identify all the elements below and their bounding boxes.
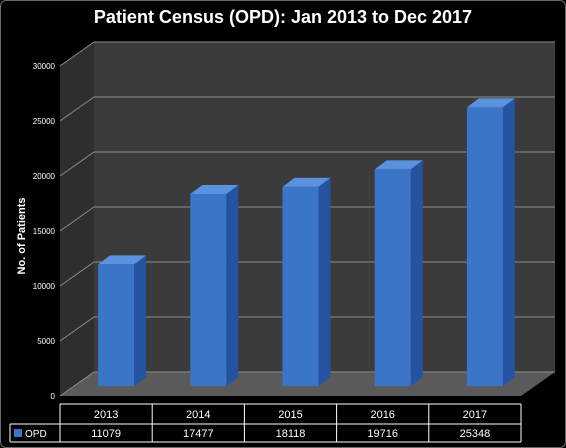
data-label: 17477 [183,428,214,440]
gridline [59,96,555,122]
y-axis-ticks: 0 5000 10000 15000 20000 25000 30000 [33,62,56,401]
y-tick-label: 15000 [33,227,56,236]
data-table: 2013 2014 2015 2016 2017 OPD 11079 17477 18118 19… [9,403,522,443]
bar-side [226,184,239,387]
y-tick-label: 30000 [33,62,56,71]
y-tick-label: 0 [51,392,56,401]
bar-side [134,255,147,387]
legend-swatch [14,429,22,437]
x-tick-label: 2014 [186,409,210,421]
y-tick-label: 5000 [37,337,55,346]
bar-top [282,177,331,187]
bar-2014 [190,184,239,387]
x-tick-label: 2017 [463,409,487,421]
x-tick-label: 2015 [278,409,302,421]
y-axis-label: No. of Patients [16,197,28,274]
chart-title: Patient Census (OPD): Jan 2013 to Dec 20… [93,7,473,27]
gridline [59,151,555,177]
legend-series-name: OPD [25,429,47,440]
bar-side [410,160,423,387]
data-label: 25348 [460,428,491,440]
x-tick-label: 2013 [94,409,118,421]
bar-top [190,184,239,194]
bar-side [502,98,515,387]
data-label: 18118 [276,428,306,440]
bar-2016 [374,160,423,387]
bar-2013 [98,255,147,387]
bar-front [190,193,227,387]
bar-side [318,177,331,387]
bar-top [374,160,423,170]
gridline [59,41,555,67]
y-tick-label: 10000 [33,282,56,291]
bar-2015 [282,177,331,387]
y-tick-label: 20000 [33,172,56,181]
y-tick-label: 25000 [33,117,56,126]
bars [98,98,515,387]
bar-front [98,264,135,387]
bar-front [374,169,411,387]
bar-top [466,98,515,108]
x-tick-label: 2016 [370,409,394,421]
bar-front [466,107,503,387]
bar-2017 [466,98,515,387]
data-label: 11079 [91,428,121,440]
bar-front [282,186,319,387]
data-label: 19716 [367,428,398,440]
bar-top [98,255,147,265]
